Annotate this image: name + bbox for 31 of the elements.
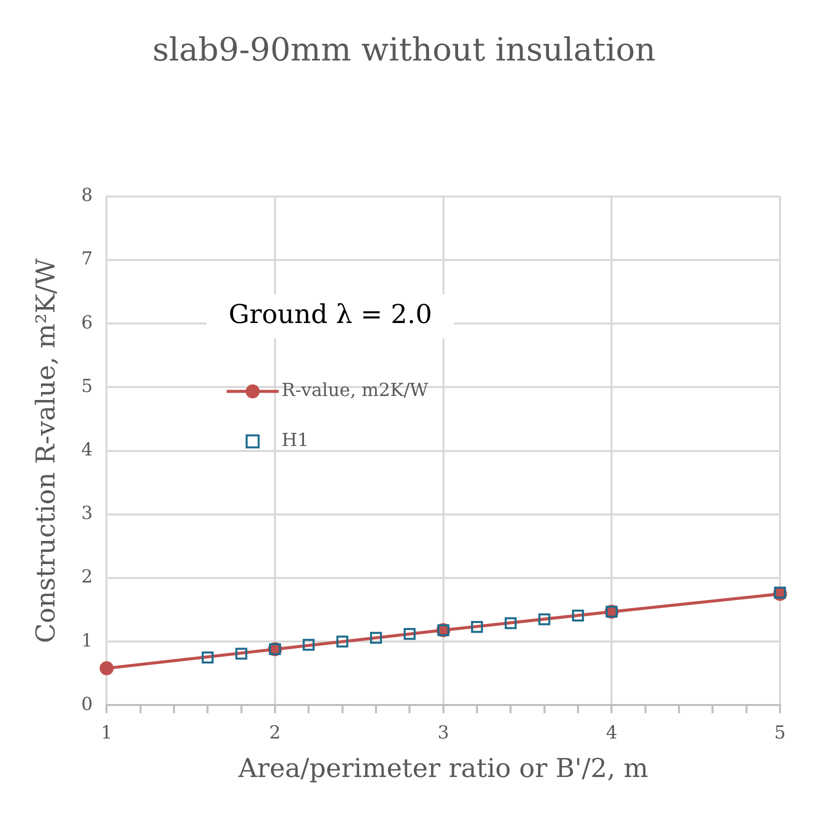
y-axis-title: Construction R-value, m²K/W [31, 258, 62, 644]
point [302, 638, 315, 651]
point [404, 628, 416, 640]
y-tick-label: 5 [81, 376, 93, 397]
x-axis-title: Area/perimeter ratio or B'/2, m [237, 754, 648, 784]
y-tick-label: 2 [81, 566, 93, 588]
y-tick-label: 8 [81, 185, 93, 206]
legend-label: R-value, m2K/W [282, 380, 429, 402]
legend-label: H1 [282, 430, 309, 452]
x-tick-label: 1 [100, 722, 112, 744]
x-tick-label: 5 [774, 722, 786, 744]
y-tick-label: 1 [81, 630, 93, 652]
point [336, 636, 348, 648]
y-tick-label: 0 [81, 694, 93, 715]
annotation: Ground λ = 2.0 [228, 300, 432, 330]
point [100, 661, 114, 676]
x-tick-label: 4 [606, 722, 618, 744]
point [202, 652, 214, 664]
point [471, 621, 483, 633]
point [572, 610, 584, 622]
y-tick-label: 4 [81, 439, 93, 460]
point [370, 632, 382, 644]
point [504, 617, 517, 630]
y-tick-label: 3 [81, 503, 93, 524]
x-tick-label: 3 [438, 722, 450, 744]
point [538, 613, 550, 626]
x-tick-label: 2 [269, 722, 281, 744]
y-tick-label: 6 [81, 312, 93, 334]
chart-title: slab9-90mm without insulation [152, 30, 656, 69]
point [235, 648, 248, 660]
y-tick-label: 7 [81, 248, 93, 270]
